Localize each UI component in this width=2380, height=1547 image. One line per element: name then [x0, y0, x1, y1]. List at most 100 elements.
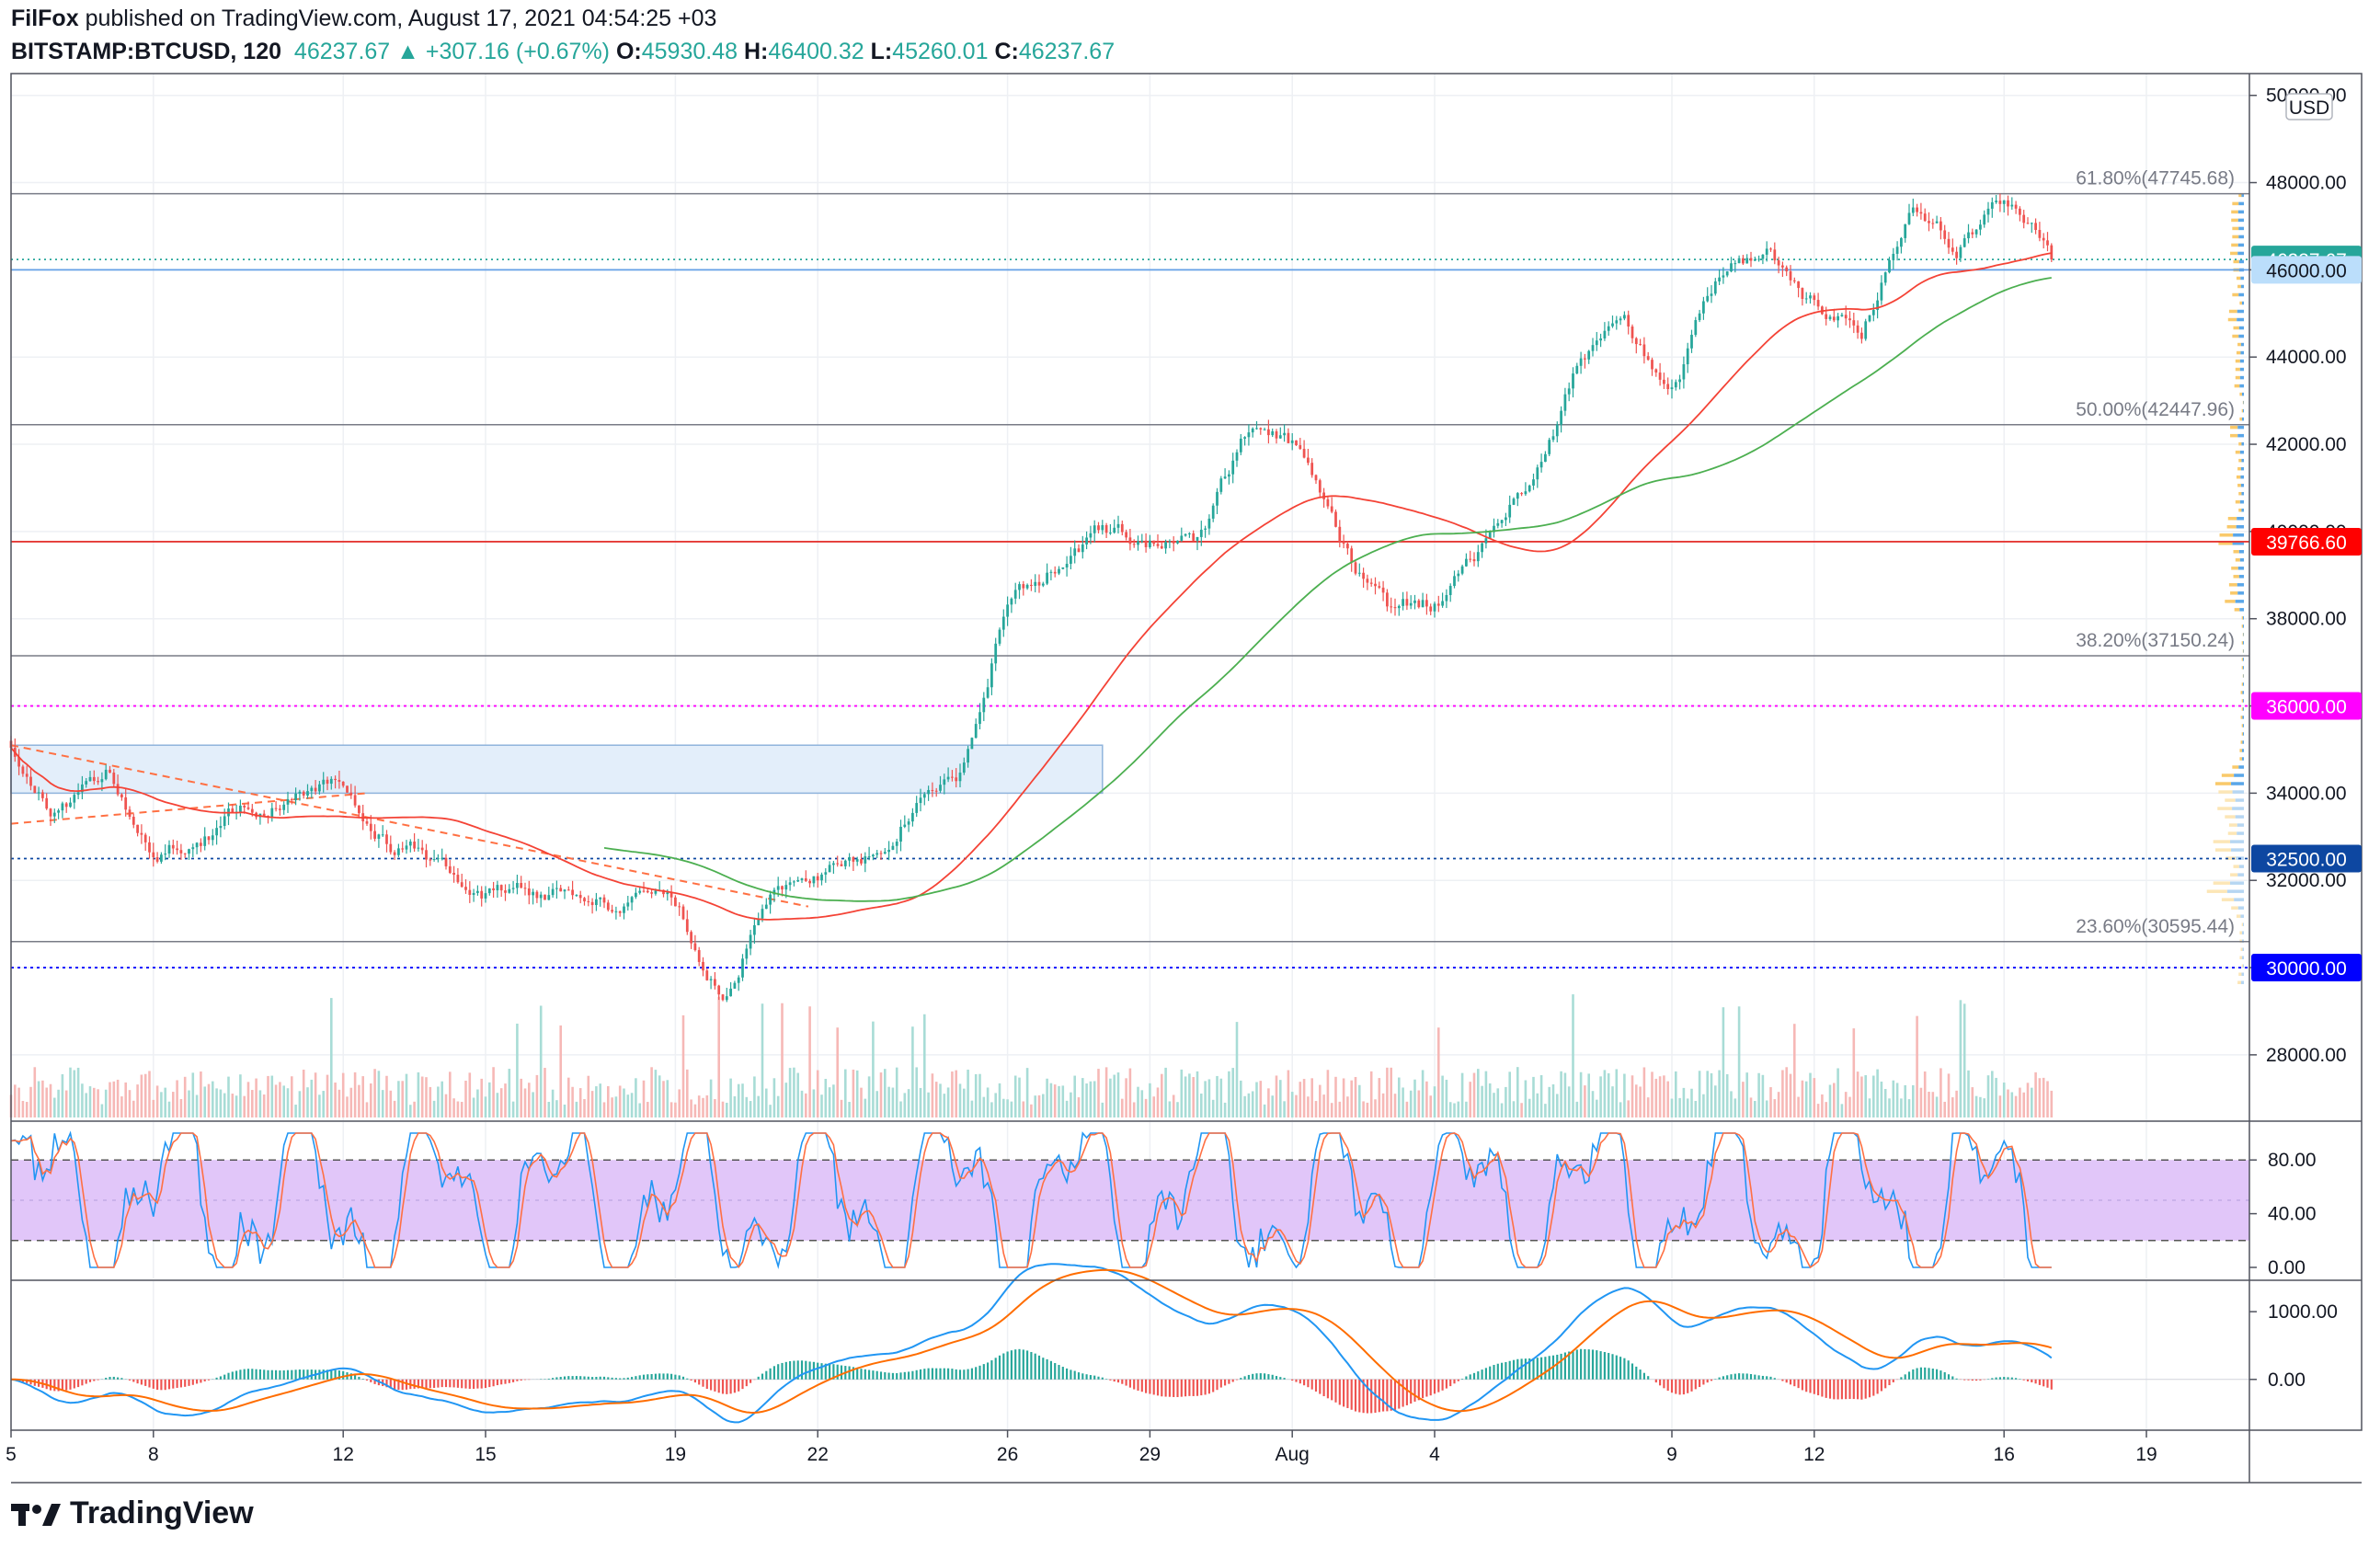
volume-bar [25, 1102, 29, 1117]
candle-body [504, 890, 507, 893]
time-tick-label: 12 [333, 1444, 354, 1465]
macd-histogram-bar [547, 1378, 550, 1380]
candle-body [520, 882, 523, 888]
macd-histogram-bar [1857, 1379, 1859, 1400]
candle-body [1528, 485, 1531, 492]
macd-histogram-bar [552, 1378, 555, 1380]
macd-histogram-bar [2042, 1379, 2045, 1387]
volume-bar [346, 1096, 349, 1117]
tv-logo-icon [11, 1503, 61, 1526]
candle-body [1267, 429, 1270, 436]
candle-body [1962, 238, 1966, 247]
volume-bar [567, 1077, 570, 1117]
macd-histogram-bar [1093, 1375, 1096, 1380]
candle-body [1907, 212, 1911, 224]
candle-body [860, 859, 863, 864]
volume-bar [456, 1101, 460, 1117]
candle-body [397, 848, 400, 855]
volume-bar [349, 1087, 353, 1117]
candle-body [17, 756, 20, 767]
volume-bar [1433, 1086, 1436, 1117]
macd-histogram-bar [678, 1375, 681, 1380]
price-tag-box [2251, 527, 2362, 556]
volume-bar [429, 1086, 432, 1117]
macd-histogram-bar [1030, 1351, 1033, 1380]
volume-bar [1116, 1072, 1120, 1117]
tradingview-logo[interactable]: TradingView [11, 1495, 254, 1531]
volume-bar [21, 1100, 25, 1117]
volume-bar [626, 1094, 630, 1117]
candle-body [1706, 295, 1710, 302]
volume-bar [1694, 1100, 1698, 1117]
stoch-tick-label: 80.00 [2268, 1150, 2317, 1171]
candle-body [907, 821, 910, 825]
candle-body [1369, 582, 1373, 584]
candle-body [211, 835, 214, 841]
macd-histogram-bar [836, 1364, 839, 1380]
candle-body [958, 773, 962, 782]
candle-body [1725, 271, 1729, 276]
macd-histogram-bar [1295, 1379, 1298, 1382]
candle-body [219, 825, 223, 829]
candle-body [1049, 571, 1053, 573]
volume-bar [1398, 1077, 1401, 1117]
candle-body [662, 889, 665, 895]
profile-sell [2232, 201, 2239, 206]
volume-bar [614, 1096, 618, 1117]
macd-histogram-bar [872, 1370, 875, 1380]
macd-histogram-bar [148, 1379, 151, 1388]
macd-histogram-bar [128, 1379, 132, 1381]
volume-bar [1307, 1096, 1310, 1117]
candle-body [2002, 200, 2006, 204]
macd-histogram-bar [666, 1373, 669, 1380]
candle-body [310, 787, 314, 792]
volume-bar [1417, 1090, 1421, 1117]
macd-histogram-bar [1757, 1375, 1760, 1380]
macd-histogram-bar [587, 1376, 589, 1380]
macd-histogram-bar [583, 1376, 586, 1380]
profile-buy [2241, 458, 2244, 463]
volume-bar [1207, 1079, 1211, 1117]
macd-histogram-bar [738, 1379, 740, 1392]
candle-body [1563, 394, 1567, 411]
candle-body [420, 847, 424, 851]
macd-histogram-bar [1876, 1379, 1879, 1394]
volume-bar [555, 1100, 558, 1117]
time-axis[interactable]: 5 8 12 15 19 22 26 29 Aug 4 9 12 16 19 [6, 1430, 2157, 1465]
macd-histogram-bar [421, 1379, 424, 1389]
candle-body [1825, 314, 1828, 319]
macd-histogram-bar [1343, 1379, 1345, 1407]
macd-histogram-bar [567, 1376, 570, 1380]
volume-bars [9, 994, 2054, 1117]
candle-body [571, 889, 574, 896]
macd-histogram-bar [172, 1379, 175, 1389]
candle-body [729, 988, 732, 997]
profile-sell [2232, 765, 2239, 769]
volume-bar [1235, 1022, 1239, 1117]
macd-histogram-bar [1133, 1379, 1136, 1390]
candle-body [1539, 462, 1543, 468]
profile-buy [2240, 980, 2244, 985]
volume-bar [761, 1003, 764, 1117]
macd-histogram-bar [484, 1379, 487, 1389]
candle-body [1990, 201, 1994, 209]
macd-histogram-bar [306, 1369, 309, 1380]
candle-body [109, 769, 111, 774]
macd-histogram-bar [1730, 1374, 1733, 1380]
profile-buy [2242, 658, 2244, 661]
profile-buy [2239, 608, 2244, 612]
macd-histogram-bar [1773, 1378, 1776, 1380]
volume-bar [879, 1072, 883, 1117]
macd-histogram-bar [1457, 1379, 1459, 1381]
candle-body [377, 834, 381, 839]
volume-bar [258, 1090, 262, 1117]
macd-histogram-bar [575, 1376, 578, 1380]
profile-sell [2227, 831, 2237, 835]
macd-histogram-bar [1572, 1350, 1574, 1380]
profile-sell [2228, 583, 2237, 587]
volume-bar [2034, 1071, 2037, 1117]
macd-histogram-bar [1264, 1373, 1266, 1380]
candle-body [452, 873, 455, 876]
profile-sell [2238, 972, 2242, 976]
